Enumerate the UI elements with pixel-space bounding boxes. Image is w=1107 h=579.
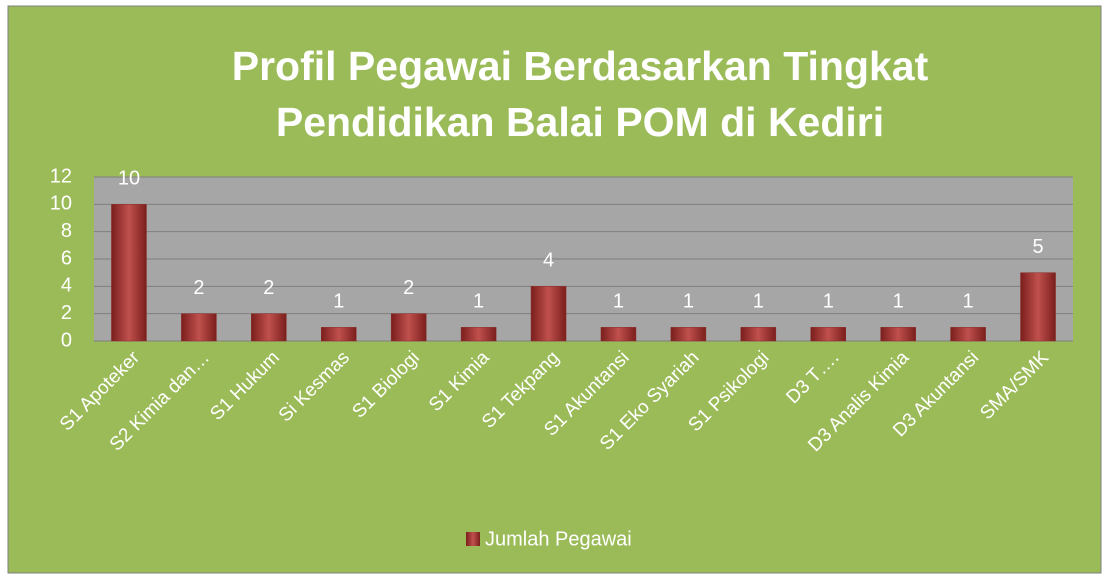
y-tick-label: 2 bbox=[61, 302, 72, 324]
data-label: 1 bbox=[473, 291, 484, 313]
bar bbox=[251, 313, 287, 342]
data-label: 10 bbox=[118, 168, 140, 190]
bar bbox=[670, 327, 707, 342]
data-label: 1 bbox=[333, 291, 344, 313]
data-label: 2 bbox=[263, 277, 274, 299]
data-label: 4 bbox=[543, 250, 554, 272]
bar bbox=[460, 327, 497, 342]
bar bbox=[600, 327, 637, 342]
data-label: 1 bbox=[893, 291, 904, 313]
y-tick-label: 12 bbox=[50, 165, 72, 187]
y-tick-label: 10 bbox=[50, 193, 72, 215]
y-tick-label: 4 bbox=[61, 275, 72, 297]
legend-swatch bbox=[466, 532, 480, 546]
bar bbox=[950, 327, 986, 342]
data-label: 1 bbox=[963, 291, 974, 313]
data-label: 5 bbox=[1032, 236, 1043, 258]
bar bbox=[181, 313, 217, 342]
bar bbox=[390, 313, 427, 342]
y-tick-label: 6 bbox=[61, 247, 72, 269]
y-tick-label: 0 bbox=[61, 329, 72, 351]
bar bbox=[530, 286, 567, 342]
bar bbox=[1020, 272, 1056, 342]
data-label: 2 bbox=[193, 277, 204, 299]
chart-title: Profil Pegawai Berdasarkan Tingkat Pendi… bbox=[231, 43, 929, 145]
bar bbox=[321, 327, 357, 342]
legend-label: Jumlah Pegawai bbox=[485, 528, 632, 550]
data-label: 2 bbox=[403, 277, 414, 299]
data-label: 1 bbox=[683, 291, 694, 313]
data-label: 1 bbox=[823, 291, 834, 313]
bar bbox=[810, 327, 846, 342]
bar bbox=[880, 327, 916, 342]
bar bbox=[740, 327, 777, 342]
y-tick-label: 8 bbox=[61, 220, 72, 242]
data-label: 1 bbox=[753, 291, 764, 313]
data-label: 1 bbox=[613, 291, 624, 313]
bar bbox=[111, 204, 147, 342]
